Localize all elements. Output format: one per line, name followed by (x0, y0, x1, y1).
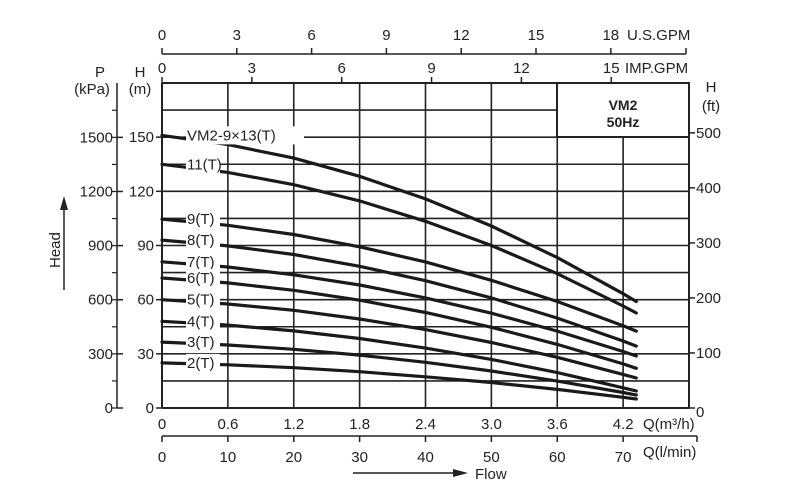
p-tick-label: 300 (88, 346, 113, 363)
imp-gpm-label: IMP.GPM (625, 60, 688, 77)
lmin-tick-label: 10 (220, 449, 237, 466)
x-tick-label: 2.4 (415, 416, 436, 433)
curve-4-t- (160, 319, 638, 393)
h-m-tick-label: 0 (146, 400, 154, 417)
x-tick-label: 0.6 (217, 416, 238, 433)
curves (160, 133, 638, 401)
imp-gpm-tick-label: 6 (338, 60, 346, 77)
lmin-tick-label: 50 (483, 449, 500, 466)
curve-8-t- (160, 238, 638, 348)
curve-label: 6(T) (187, 270, 215, 287)
curve-label-bg (186, 126, 304, 145)
curve-label-bg (186, 155, 220, 174)
curve-3-t- (160, 340, 638, 397)
legend-box: VM2 50Hz (556, 82, 690, 138)
us-gpm-tick-label: 6 (307, 27, 315, 44)
h-m-tick-label: 90 (137, 238, 154, 255)
us-gpm-tick-label: 0 (158, 27, 166, 44)
h-m-tick-label: 60 (137, 292, 154, 309)
p-axis-unit: (kPa) (74, 81, 110, 98)
flow-arrow-head-icon (453, 469, 468, 477)
lmin-tick-label: 30 (351, 449, 368, 466)
head-arrow-head-icon (60, 196, 68, 210)
curve-label-bg (186, 353, 220, 372)
curve-label: 4(T) (187, 313, 215, 330)
x-tick-label: 1.8 (349, 416, 370, 433)
us-gpm-label: U.S.GPM (627, 27, 690, 44)
legend-frequency: 50Hz (607, 114, 640, 130)
curve-label: 11(T) (187, 156, 222, 173)
p-tick-label: 1500 (80, 129, 113, 146)
h-m-axis-title: H (135, 64, 146, 81)
curve-label: 7(T) (187, 254, 215, 271)
h-ft-tick-label: 0 (696, 404, 704, 421)
p-axis-title: P (95, 64, 105, 81)
h-m-axis-unit: (m) (129, 81, 152, 98)
curve-label-bg (186, 252, 220, 271)
h-ft-tick-label: 400 (696, 180, 721, 197)
curve-7-t- (160, 260, 638, 358)
us-gpm-tick-label: 15 (528, 27, 545, 44)
curve-label-bg (186, 231, 220, 250)
x-unit-m3h: Q(m³/h) (643, 416, 695, 433)
y-axis-title: Head (47, 232, 64, 268)
lmin-tick-label: 20 (285, 449, 302, 466)
curve-6-t- (160, 276, 638, 370)
imp-gpm-tick-label: 12 (513, 60, 530, 77)
h-ft-tick-label: 200 (696, 290, 721, 307)
legend-model: VM2 (609, 97, 638, 113)
curve-label: VM2-9×13(T) (187, 127, 276, 144)
curve-label-bg (186, 210, 220, 229)
legend-box-frame (556, 82, 690, 138)
curve-9-t- (160, 217, 638, 333)
us-gpm-tick-label: 18 (602, 27, 619, 44)
h-ft-axis-unit: (ft) (702, 98, 720, 115)
x-tick-label: 3.0 (481, 416, 502, 433)
us-gpm-tick-label: 3 (233, 27, 241, 44)
h-m-tick-label: 30 (137, 346, 154, 363)
curve-vm2-9-13-t- (160, 133, 638, 304)
x-tick-label: 1.2 (283, 416, 304, 433)
h-ft-tick-label: 100 (696, 345, 721, 362)
x-tick-label: 4.2 (613, 416, 634, 433)
lmin-tick-label: 70 (615, 449, 632, 466)
imp-gpm-tick-label: 3 (248, 60, 256, 77)
curve-2-t- (160, 361, 638, 401)
us-gpm-tick-label: 9 (382, 27, 390, 44)
curve-label-bg (186, 333, 220, 352)
h-ft-tick-label: 300 (696, 235, 721, 252)
x-tick-label: 0 (158, 416, 166, 433)
us-gpm-tick-label: 12 (453, 27, 470, 44)
curve-label: 2(T) (187, 355, 215, 372)
lmin-tick-label: 0 (158, 449, 166, 466)
imp-gpm-tick-label: 9 (427, 60, 435, 77)
h-m-tick-label: 150 (129, 129, 154, 146)
lmin-tick-label: 40 (417, 449, 434, 466)
curve-label-bg (186, 269, 220, 287)
curve-label: 8(T) (187, 232, 215, 249)
curve-label-bg (186, 290, 220, 309)
x-unit-lmin: Q(l/min) (643, 444, 696, 461)
curve-label: 5(T) (187, 292, 215, 309)
curve-5-t- (160, 298, 638, 380)
p-tick-label: 600 (88, 292, 113, 309)
x-tick-label: 3.6 (547, 416, 568, 433)
imp-gpm-tick-label: 0 (158, 60, 166, 77)
h-m-tick-label: 120 (129, 183, 154, 200)
imp-gpm-tick-label: 15 (603, 60, 620, 77)
curve-label: 9(T) (187, 211, 215, 228)
lmin-tick-label: 60 (549, 449, 566, 466)
labels: VM2-9×13(T) 11(T) 9(T) 8(T) 7(T)6(T) 5(T) 4(T)… (186, 126, 304, 372)
h-ft-tick-label: 500 (696, 125, 721, 142)
curve-11-t- (160, 162, 638, 315)
axes: 0306090120150030060090012001500010020030… (80, 27, 721, 466)
x-axis-title: Flow (475, 466, 507, 483)
p-tick-label: 0 (105, 400, 113, 417)
p-tick-label: 1200 (80, 183, 113, 200)
curve-label-bg (186, 312, 220, 331)
h-ft-axis-title: H (706, 79, 717, 96)
p-tick-label: 900 (88, 238, 113, 255)
curve-label: 3(T) (187, 334, 215, 351)
